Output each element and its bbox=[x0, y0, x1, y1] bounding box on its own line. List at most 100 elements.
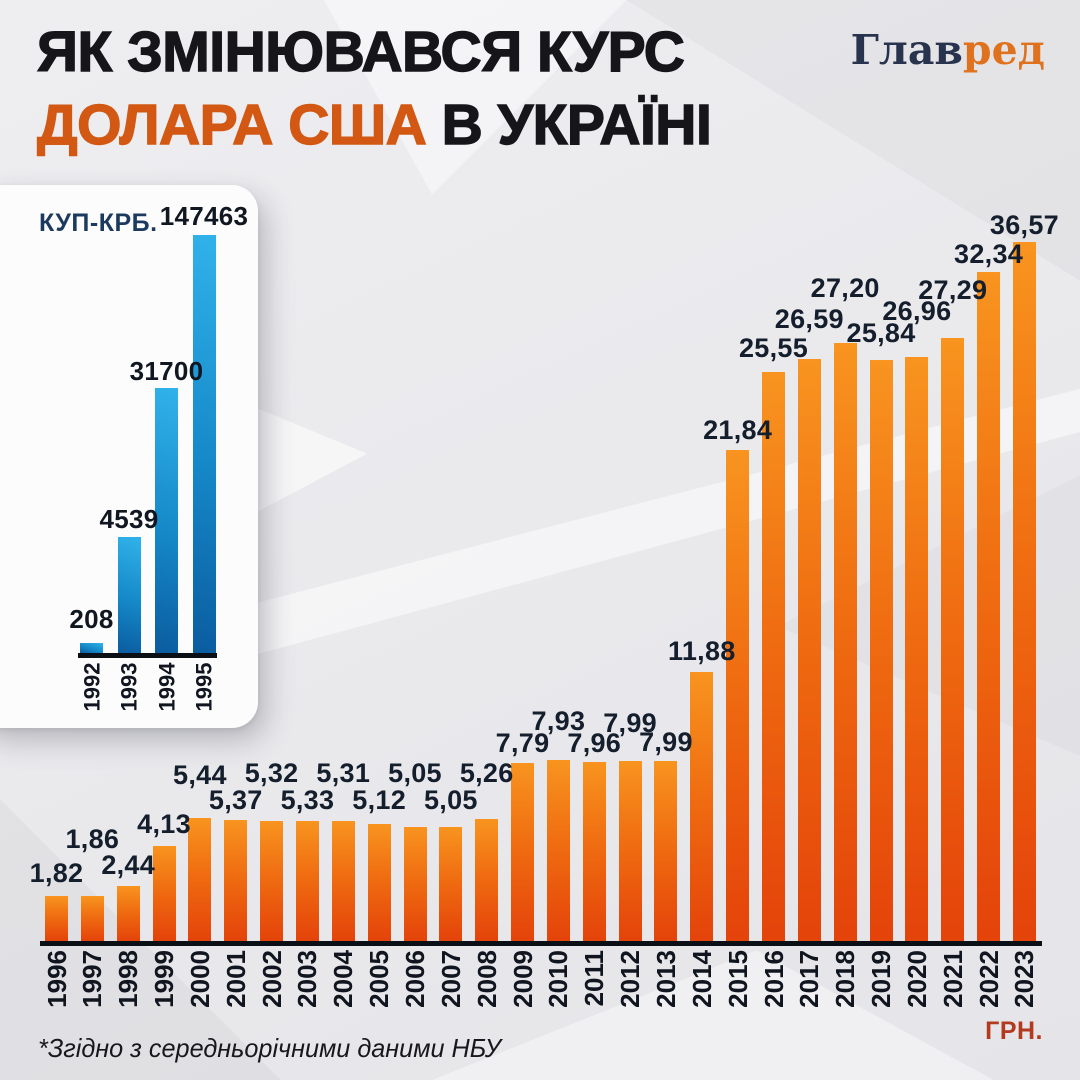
inset-chart-title: КУП-КРБ. bbox=[39, 209, 158, 237]
title-line2-accent: ДОЛАРА США bbox=[36, 92, 427, 157]
axis-year-2016: 2016 bbox=[758, 950, 789, 1008]
bar-value-2015: 21,84 bbox=[703, 415, 773, 445]
axis-year-2018: 2018 bbox=[830, 950, 861, 1008]
bar-1999 bbox=[152, 846, 176, 941]
bar-value-1992: 208 bbox=[69, 604, 114, 634]
axis-year-1993: 1993 bbox=[116, 662, 142, 711]
bar-value-2005: 5,12 bbox=[352, 785, 407, 815]
bar-value-2003: 5,33 bbox=[280, 785, 335, 815]
axis-year-2020: 2020 bbox=[901, 950, 932, 1008]
unit-label: ГРН. bbox=[985, 1017, 1043, 1045]
inset-card: КУП-КРБ. 208 1992 4539 1993 31700 1994 147463 1… bbox=[0, 185, 258, 728]
inset-chart-axis-line bbox=[78, 653, 217, 658]
bar-value-2016: 25,55 bbox=[738, 333, 809, 363]
bar-2013 bbox=[654, 761, 678, 941]
bar-value-1993: 4539 bbox=[99, 504, 159, 534]
bar-value-2017: 26,59 bbox=[774, 304, 844, 334]
bar-1997 bbox=[80, 896, 104, 941]
bar-1998 bbox=[116, 886, 140, 941]
axis-year-2022: 2022 bbox=[973, 950, 1004, 1008]
axis-year-1998: 1998 bbox=[113, 950, 144, 1008]
axis-year-2004: 2004 bbox=[328, 950, 359, 1008]
bar-2002 bbox=[260, 821, 284, 941]
bar-value-2020: 26,96 bbox=[882, 296, 952, 326]
bar-value-1999: 4,13 bbox=[137, 809, 191, 839]
bar-2003 bbox=[295, 821, 319, 941]
bar-2001 bbox=[224, 820, 248, 941]
axis-year-1999: 1999 bbox=[149, 950, 180, 1008]
bar-value-2000: 5,44 bbox=[173, 760, 227, 790]
bar-2016 bbox=[762, 372, 785, 941]
bar-2006 bbox=[403, 827, 427, 941]
axis-year-2019: 2019 bbox=[866, 950, 897, 1008]
axis-year-2000: 2000 bbox=[184, 950, 215, 1008]
axis-year-2015: 2015 bbox=[722, 950, 753, 1008]
bar-2007 bbox=[439, 827, 463, 941]
axis-year-1996: 1996 bbox=[41, 950, 72, 1008]
bar-2023 bbox=[1012, 242, 1036, 941]
axis-year-2012: 2012 bbox=[615, 950, 646, 1008]
bar-value-2001: 5,37 bbox=[208, 785, 263, 815]
axis-year-1994: 1994 bbox=[154, 662, 179, 711]
bar-value-2006: 5,05 bbox=[388, 758, 442, 788]
axis-year-2006: 2006 bbox=[400, 950, 430, 1008]
bar-value-1995: 147463 bbox=[159, 201, 249, 231]
bar-value-2002: 5,32 bbox=[244, 758, 299, 788]
bar-2009 bbox=[511, 763, 535, 941]
bar-1993 bbox=[117, 537, 141, 653]
bar-2020 bbox=[905, 357, 929, 941]
axis-year-2017: 2017 bbox=[794, 950, 825, 1008]
bar-value-2023: 36,57 bbox=[989, 210, 1059, 240]
inset-chart: 208 1992 4539 1993 31700 1994 147463 1995 bbox=[0, 185, 258, 711]
main-chart: 1,82 1996 1,86 1997 2,44 1998 4,13 1999 5,44 2000… bbox=[30, 210, 1059, 1008]
bar-2015 bbox=[726, 450, 750, 941]
axis-year-2001: 2001 bbox=[220, 950, 251, 1008]
axis-year-2002: 2002 bbox=[256, 950, 287, 1008]
bar-1992 bbox=[80, 643, 103, 653]
axis-year-1997: 1997 bbox=[77, 950, 108, 1008]
page-title: ЯК ЗМІНЮВАВСЯ КУРС ДОЛАРА США В УКРАЇНІ bbox=[36, 16, 713, 162]
bar-value-2019: 25,84 bbox=[846, 318, 916, 348]
bar-1994 bbox=[155, 388, 178, 653]
footnote: *Згідно з середньорічними даними НБУ bbox=[38, 1033, 501, 1063]
bar-2012 bbox=[618, 761, 642, 941]
bar-value-2004: 5,31 bbox=[316, 758, 371, 788]
axis-year-2010: 2010 bbox=[543, 950, 574, 1008]
logo-part-dark: Глав bbox=[850, 26, 963, 74]
bar-value-2007: 5,05 bbox=[423, 785, 478, 815]
bar-2000 bbox=[188, 818, 212, 941]
axis-year-2007: 2007 bbox=[435, 950, 466, 1008]
bar-1995 bbox=[192, 235, 216, 653]
axis-year-2013: 2013 bbox=[650, 950, 681, 1008]
bar-2018 bbox=[833, 343, 857, 941]
logo-part-accent: ред bbox=[962, 26, 1045, 74]
bar-value-2009: 7,79 bbox=[495, 728, 550, 758]
bar-2021 bbox=[941, 338, 965, 941]
bar-value-1996: 1,82 bbox=[29, 858, 84, 888]
bar-value-2022: 32,34 bbox=[954, 239, 1024, 269]
bar-2019 bbox=[869, 360, 893, 941]
axis-year-2005: 2005 bbox=[364, 950, 395, 1008]
bar-value-2013: 7,99 bbox=[639, 727, 693, 757]
bar-2008 bbox=[475, 819, 499, 941]
axis-year-2014: 2014 bbox=[686, 950, 717, 1008]
bar-value-2014: 11,88 bbox=[668, 636, 736, 666]
title-line1: ЯК ЗМІНЮВАВСЯ КУРС bbox=[36, 19, 685, 84]
bar-2011 bbox=[582, 762, 606, 941]
bar-value-2018: 27,20 bbox=[810, 273, 880, 303]
bar-1996 bbox=[45, 896, 68, 941]
bar-2010 bbox=[546, 760, 570, 941]
axis-year-2021: 2021 bbox=[937, 950, 968, 1008]
bar-value-1998: 2,44 bbox=[101, 850, 156, 880]
logo: Главред bbox=[851, 26, 1045, 74]
bar-2005 bbox=[367, 824, 391, 941]
axis-year-2023: 2023 bbox=[1009, 950, 1040, 1008]
bar-2017 bbox=[797, 359, 821, 941]
axis-year-1992: 1992 bbox=[79, 662, 104, 711]
bar-value-1997: 1,86 bbox=[65, 824, 120, 854]
main-chart-axis-line bbox=[40, 941, 1042, 946]
bar-value-2021: 27,29 bbox=[918, 275, 988, 305]
title-line2-rest: В УКРАЇНІ bbox=[426, 92, 713, 157]
bar-value-2011: 7,96 bbox=[567, 728, 622, 758]
